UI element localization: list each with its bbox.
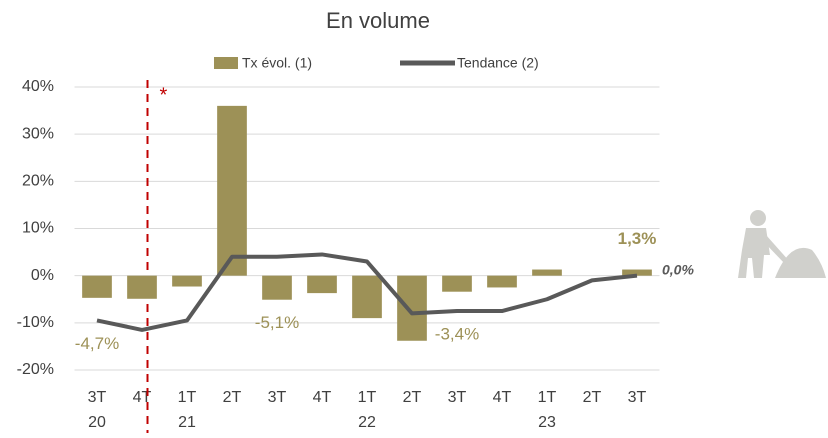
bar [307,275,337,294]
bar [487,275,517,288]
x-tick-label: 2T [403,389,422,406]
data-label: 1,3% [618,229,657,248]
x-tick-label: 1T 22 [358,389,377,431]
y-tick-label: 10% [22,220,54,237]
y-tick-label: 30% [22,125,54,142]
y-tick-label: 0% [31,267,54,284]
legend-label: Tendance (2) [457,55,539,71]
y-tick-label: -20% [17,361,54,378]
x-tick-label: 3T [628,389,647,406]
bar [262,275,292,300]
data-label: -3,4% [435,325,479,344]
x-tick-label: 3T [268,389,287,406]
worker-icon [738,210,826,278]
x-tick-label: 4T [133,389,152,406]
legend-swatch [214,57,238,69]
bar [622,269,652,276]
y-tick-label: 40% [22,78,54,95]
bar [397,275,427,341]
bar [172,275,202,287]
y-tick-label: -10% [17,314,54,331]
x-tick-label: 1T 23 [538,389,557,431]
x-tick-label: 4T [313,389,332,406]
x-tick-label: 4T [493,389,512,406]
bar [532,269,562,276]
data-label: -5,1% [255,313,299,332]
x-tick-label: 3T [448,389,467,406]
bar [217,105,247,276]
bar [352,275,382,319]
bar [127,275,157,299]
x-tick-label: 2T [583,389,602,406]
annotation: * [160,84,168,106]
x-tick-label: 2T [223,389,242,406]
bar [442,275,472,292]
bar [82,275,112,298]
data-label: -4,7% [75,334,119,353]
y-tick-label: 20% [22,173,54,190]
trend-line [96,252,638,332]
x-tick-label: 3T 20 [88,389,107,431]
chart-title: En volume [326,8,430,33]
data-label: 0,0% [662,261,694,277]
legend-label: Tx évol. (1) [242,55,312,71]
x-tick-label: 1T 21 [178,389,197,431]
